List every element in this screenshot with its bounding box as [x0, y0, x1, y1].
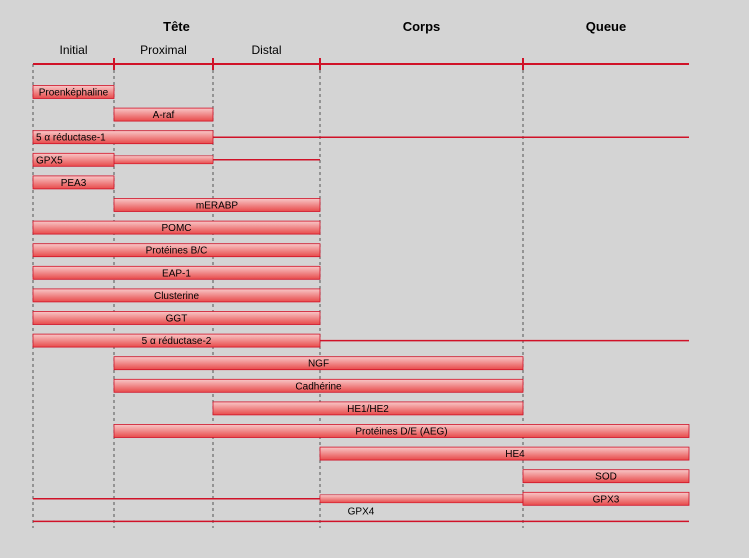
expression-bar-weak-gpx5: [113, 155, 214, 165]
gene-label-proenke-phaline: Proenképhaline: [39, 88, 109, 99]
row-a-raf: A-raf: [113, 107, 214, 122]
row-prote-ines-b-c: Protéines B/C: [32, 243, 321, 258]
expression-bar-weak-gpx3: [319, 494, 524, 504]
gene-label-he1-he2: HE1/HE2: [347, 404, 389, 415]
gene-label-ggt: GGT: [166, 314, 188, 325]
expression-bar-5-re-ductase-2: [32, 333, 321, 348]
row-ggt: GGT: [32, 311, 321, 325]
gene-label-he4: HE4: [505, 449, 525, 460]
row-he4: HE4: [319, 446, 690, 461]
row-gpx5: GPX5: [32, 152, 320, 167]
row-he1-he2: HE1/HE2: [212, 401, 524, 416]
gene-label-gpx5: GPX5: [36, 155, 63, 166]
expression-bar-merabp: [113, 198, 321, 212]
gene-rows: Proenképhaline A-raf 5 α réductase-1 GPX5 PE…: [32, 85, 690, 523]
region-label-te-te: Tête: [163, 19, 190, 34]
gene-label-eap-1: EAP-1: [162, 268, 191, 279]
gene-label-gpx3: GPX3: [593, 494, 620, 505]
expression-bar-ggt: [32, 311, 321, 325]
expression-bar-5-re-ductase-1: [32, 130, 214, 145]
row-clusterine: Clusterine: [32, 288, 321, 303]
expression-bar-a-raf: [113, 107, 214, 122]
gene-label-gpx4: GPX4: [348, 506, 375, 517]
region-header: Tête Corps Queue Initial Proximal Distal: [33, 19, 689, 70]
row-prote-ines-d-e-aeg: Protéines D/E (AEG): [113, 424, 690, 438]
expression-bar-prote-ines-b-c: [32, 243, 321, 258]
row-eap-1: EAP-1: [32, 265, 321, 280]
expression-bar-clusterine: [32, 288, 321, 303]
row-5-re-ductase-2: 5 α réductase-2: [32, 333, 689, 348]
gene-label-cadhe-rine: Cadhérine: [295, 381, 342, 392]
gene-label-sod: SOD: [595, 472, 617, 483]
expression-bar-proenke-phaline: [32, 85, 115, 99]
gene-label-5-re-ductase-2: 5 α réductase-2: [142, 336, 212, 347]
gene-label-pea3: PEA3: [61, 178, 87, 189]
row-pea3: PEA3: [32, 175, 115, 190]
gene-label-ngf: NGF: [308, 359, 329, 370]
expression-bar-gpx5: [32, 152, 115, 167]
gene-label-merabp: mERABP: [196, 201, 239, 212]
segment-label-proximal: Proximal: [140, 43, 187, 57]
row-cadhe-rine: Cadhérine: [113, 378, 524, 393]
segment-label-initial: Initial: [59, 43, 87, 57]
expression-bar-gpx3: [522, 491, 690, 506]
row-5-re-ductase-1: 5 α réductase-1: [32, 130, 689, 145]
row-ngf: NGF: [113, 356, 524, 371]
row-proenke-phaline: Proenképhaline: [32, 85, 115, 99]
expression-bar-he1-he2: [212, 401, 524, 416]
expression-bar-pea3: [32, 175, 115, 190]
gene-label-a-raf: A-raf: [153, 110, 175, 121]
gene-label-prote-ines-d-e-aeg: Protéines D/E (AEG): [355, 427, 447, 438]
gene-label-clusterine: Clusterine: [154, 291, 199, 302]
region-label-corps: Corps: [403, 19, 441, 34]
expression-bar-he4: [319, 446, 690, 461]
row-gpx4: GPX4: [33, 506, 689, 523]
expression-bar-eap-1: [32, 265, 321, 280]
expression-bar-sod: [522, 469, 690, 484]
row-pomc: POMC: [32, 220, 321, 235]
expression-bar-cadhe-rine: [113, 378, 524, 393]
region-label-queue: Queue: [586, 19, 626, 34]
expression-bar-pomc: [32, 220, 321, 235]
row-merabp: mERABP: [113, 198, 321, 212]
gene-label-pomc: POMC: [162, 223, 192, 234]
segment-label-distal: Distal: [251, 43, 281, 57]
expression-bar-prote-ines-d-e-aeg: [113, 424, 690, 438]
row-gpx3: GPX3: [33, 491, 690, 506]
row-sod: SOD: [522, 469, 690, 484]
expression-bar-ngf: [113, 356, 524, 371]
gene-label-prote-ines-b-c: Protéines B/C: [146, 246, 208, 257]
gene-label-5-re-ductase-1: 5 α réductase-1: [36, 133, 106, 144]
